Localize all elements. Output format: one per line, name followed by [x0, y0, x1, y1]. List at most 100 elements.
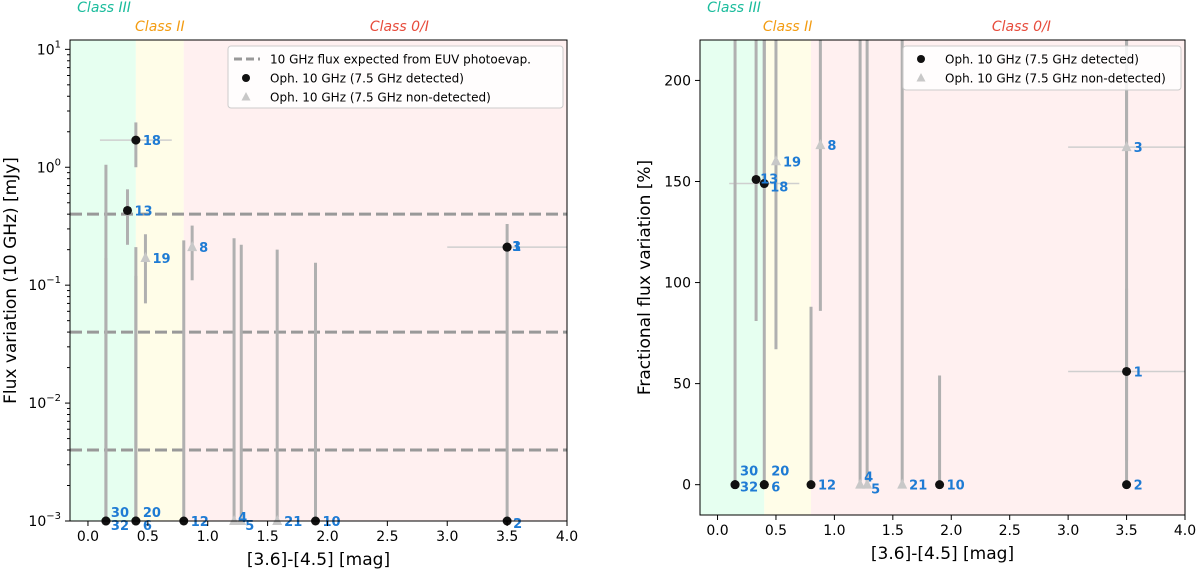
y-tick-label: 200: [664, 73, 691, 89]
class-region-3: [183, 40, 567, 521]
class-label: Class III: [77, 0, 131, 16]
point-label-30: 30: [111, 506, 129, 521]
point-label-8: 8: [827, 139, 836, 154]
legend-label: Oph. 10 GHz (7.5 GHz non-detected): [945, 72, 1166, 86]
point-marker-6: [759, 480, 769, 490]
point-marker-4: [229, 515, 240, 525]
point-marker-19: [140, 251, 151, 262]
point-label-20: 20: [143, 506, 161, 521]
point-label-5: 5: [245, 519, 254, 534]
y-axis-label: Fractional flux variation [%]: [635, 160, 655, 395]
class-label: Class 0/I: [992, 19, 1051, 35]
x-tick-label: 2.5: [376, 529, 398, 545]
point-label-19: 19: [152, 252, 170, 267]
x-tick-label: 3.5: [496, 529, 518, 545]
class-region-3: [811, 40, 1185, 515]
point-label-12: 12: [191, 515, 209, 530]
point-label-2: 2: [1134, 479, 1143, 494]
point-label-21: 21: [909, 479, 927, 494]
x-tick-label: 0.5: [765, 523, 787, 539]
point-marker-3: [502, 242, 512, 252]
y-tick-label: 150: [664, 174, 691, 190]
point-label-3: 3: [1134, 141, 1143, 156]
x-tick-label: 1.0: [197, 529, 219, 545]
y-tick-label: 100: [37, 157, 61, 176]
point-label-13: 13: [134, 204, 152, 219]
y-tick-label: 50: [673, 377, 691, 393]
class-region-2: [764, 40, 812, 515]
y-tick-label: 0: [682, 478, 691, 494]
x-axis-label: [3.6]-[4.5] [mag]: [247, 550, 390, 570]
y-tick-label: 101: [37, 39, 61, 58]
legend-box: [902, 45, 1182, 91]
y-tick-label: 100: [664, 276, 691, 292]
legend-triangle-icon: [916, 73, 926, 82]
legend-circle-icon: [242, 74, 250, 82]
x-axis-label: [3.6]-[4.5] [mag]: [871, 544, 1014, 564]
x-tick-label: 1.0: [823, 523, 845, 539]
x-tick-label: 3.0: [1057, 523, 1079, 539]
point-label-32: 32: [740, 481, 758, 496]
legend: 10 GHz flux expected from EUV photoevap.…: [227, 45, 564, 109]
class-label: Class III: [707, 0, 761, 16]
point-marker-18: [131, 135, 141, 145]
point-marker-13: [122, 205, 132, 215]
point-label-18: 18: [770, 181, 788, 196]
point-label-30: 30: [740, 465, 758, 480]
legend-triangle-icon: [241, 92, 251, 101]
left-axes-frame: [69, 39, 568, 522]
x-tick-label: 4.0: [1174, 523, 1196, 539]
point-marker-5: [236, 515, 247, 525]
point-label-5: 5: [871, 483, 880, 498]
class-region-1: [70, 40, 136, 521]
class-label: Class II: [135, 19, 185, 35]
point-label-6: 6: [143, 519, 152, 534]
point-marker-4: [855, 478, 866, 489]
x-tick-label: 4.0: [556, 529, 578, 545]
x-tick-label: 0.0: [77, 529, 99, 545]
point-label-2: 2: [513, 517, 522, 532]
point-label-19: 19: [783, 155, 801, 170]
x-tick-label: 2.0: [316, 529, 338, 545]
legend-label: Oph. 10 GHz (7.5 GHz non-detected): [270, 91, 491, 105]
point-label-13: 13: [760, 172, 778, 187]
point-label-6: 6: [771, 481, 780, 496]
point-label-10: 10: [947, 479, 965, 494]
point-label-4: 4: [864, 471, 873, 486]
class-region-1: [700, 40, 765, 515]
x-tick-label: 2.0: [940, 523, 962, 539]
legend-label: 10 GHz flux expected from EUV photoevap.: [270, 53, 531, 67]
y-tick-label: 10−3: [28, 511, 61, 530]
point-marker-5: [862, 478, 873, 489]
point-label-1: 1: [512, 240, 521, 255]
point-label-21: 21: [284, 515, 302, 530]
point-marker-10: [935, 480, 945, 490]
point-marker-3: [1121, 141, 1132, 152]
class-label: Class 0/I: [370, 19, 429, 35]
point-marker-13: [751, 174, 761, 184]
point-marker-21: [897, 478, 908, 489]
point-marker-8: [815, 139, 826, 150]
point-marker-21: [272, 515, 283, 525]
legend-label: Oph. 10 GHz (7.5 GHz detected): [270, 72, 464, 86]
class-region-2: [135, 40, 184, 521]
x-tick-label: 3.0: [436, 529, 458, 545]
legend: Oph. 10 GHz (7.5 GHz detected) Oph. 10 GH…: [902, 45, 1182, 91]
point-label-10: 10: [323, 515, 341, 530]
point-label-12: 12: [818, 479, 836, 494]
point-marker-18: [759, 179, 769, 189]
point-label-1: 1: [1134, 365, 1143, 380]
x-tick-label: 1.5: [256, 529, 278, 545]
point-marker-1: [1122, 366, 1132, 376]
point-marker-12: [806, 480, 816, 490]
point-marker-19: [770, 155, 781, 166]
x-tick-label: 0.5: [137, 529, 159, 545]
x-tick-label: 0.0: [706, 523, 728, 539]
y-tick-label: 10−2: [28, 393, 61, 412]
point-label-8: 8: [199, 241, 208, 256]
